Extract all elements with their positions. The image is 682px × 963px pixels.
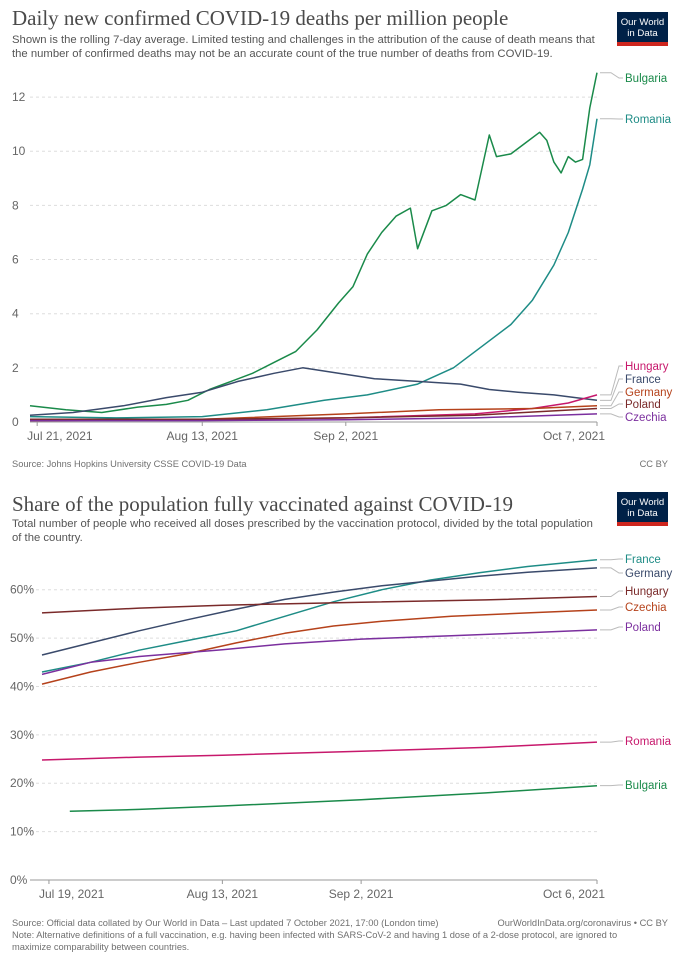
series-line-france[interactable] [41,558,598,673]
x-tick-label: Sep 2, 2021 [313,429,378,443]
logo-line2: in Data [627,28,658,39]
series-line-czechia[interactable] [30,413,598,422]
chart-subtitle: Shown is the rolling 7-day average. Limi… [12,34,595,60]
legend-connector [600,567,623,574]
y-tick-label: 20% [10,776,34,790]
y-tick-label: 60% [10,583,34,597]
chart-note: Note: Alternative definitions of a full … [12,930,618,952]
chart-source[interactable]: Source: Johns Hopkins University CSSE CO… [12,459,247,469]
y-tick-label: 10% [10,825,34,839]
chart-title: Share of the population fully vaccinated… [12,492,513,516]
legend-label-bulgaria[interactable]: Bulgaria [625,73,668,85]
chart-license[interactable]: CC BY [639,459,668,469]
chart-source-link[interactable]: OurWorldInData.org/coronavirus • CC BY [497,918,669,928]
series-line-germany[interactable] [41,567,598,656]
owid-logo[interactable]: Our World in Data [617,492,668,526]
legend-connector [600,391,623,407]
y-tick-label: 2 [12,361,19,375]
legend-connector [600,740,623,743]
x-tick-label: Jul 21, 2021 [27,429,93,443]
x-tick-label: Sep 2, 2021 [329,887,394,901]
legend-connector [600,784,623,787]
deaths-chart-panel: Daily new confirmed COVID-19 deaths per … [0,0,682,478]
series-line-romania[interactable] [41,741,598,761]
y-tick-label: 10 [12,144,26,158]
legend-connector [600,72,623,79]
series-line-romania[interactable] [29,118,598,419]
x-tick-label: Aug 13, 2021 [187,887,259,901]
series-line-hungary[interactable] [41,595,598,614]
x-tick-label: Aug 13, 2021 [167,429,239,443]
legend-label-germany[interactable]: Germany [625,568,673,580]
owid-logo[interactable]: Our World in Data [617,12,668,46]
y-tick-label: 30% [10,728,34,742]
legend-connector [600,558,623,561]
legend-label-france[interactable]: France [625,554,661,566]
legend-label-czechia[interactable]: Czechia [625,602,667,614]
logo-line1: Our World [620,17,665,28]
legend-connector [600,413,623,418]
x-tick-label: Oct 7, 2021 [543,429,605,443]
legend-connector [600,378,623,401]
legend-connector [600,606,623,611]
y-tick-label: 4 [12,307,19,321]
legend-label-germany[interactable]: Germany [625,387,673,399]
series-line-france[interactable] [29,367,598,416]
y-tick-label: 0% [10,873,28,887]
logo-line2: in Data [627,508,658,519]
legend-connector [600,626,623,631]
x-tick-label: Jul 19, 2021 [39,887,105,901]
legend-label-bulgaria[interactable]: Bulgaria [625,780,668,792]
series-line-poland[interactable] [30,407,598,421]
legend-label-hungary[interactable]: Hungary [625,586,669,598]
legend-label-romania[interactable]: Romania [625,114,672,126]
series-line-bulgaria[interactable] [29,72,598,414]
legend-label-czechia[interactable]: Czechia [625,412,667,424]
legend-label-hungary[interactable]: Hungary [625,361,669,373]
series-line-bulgaria[interactable] [69,784,598,813]
legend-label-poland[interactable]: Poland [625,622,661,634]
legend-connector [600,403,623,409]
legend-connector [600,365,623,396]
y-tick-label: 6 [12,253,19,267]
legend-connector [600,590,623,597]
logo-line1: Our World [620,497,665,508]
vaccination-chart-plot: 0% 10% 20% 30% 40% 50% 60% Jul 19, 2021 Aug 13, … [10,554,673,901]
chart-title: Daily new confirmed COVID-19 deaths per … [12,6,509,30]
series-line-poland[interactable] [41,629,598,676]
chart-source[interactable]: Source: Official data collated by Our Wo… [12,918,439,928]
x-tick-label: Oct 6, 2021 [543,887,605,901]
deaths-chart-plot: 0 2 4 6 8 10 12 Jul 21, 2021 Aug 13, 2021 Sep 2, … [12,72,673,443]
y-tick-label: 0 [12,415,19,429]
vaccination-chart-panel: Share of the population fully vaccinated… [0,478,682,963]
legend-label-romania[interactable]: Romania [625,736,672,748]
legend-label-france[interactable]: France [625,374,661,386]
y-tick-label: 12 [12,90,26,104]
series-line-czechia[interactable] [41,609,598,685]
chart-subtitle: Total number of people who received all … [12,518,593,544]
y-tick-label: 40% [10,679,34,693]
y-tick-label: 50% [10,631,34,645]
y-tick-label: 8 [12,198,19,212]
legend-label-poland[interactable]: Poland [625,399,661,411]
